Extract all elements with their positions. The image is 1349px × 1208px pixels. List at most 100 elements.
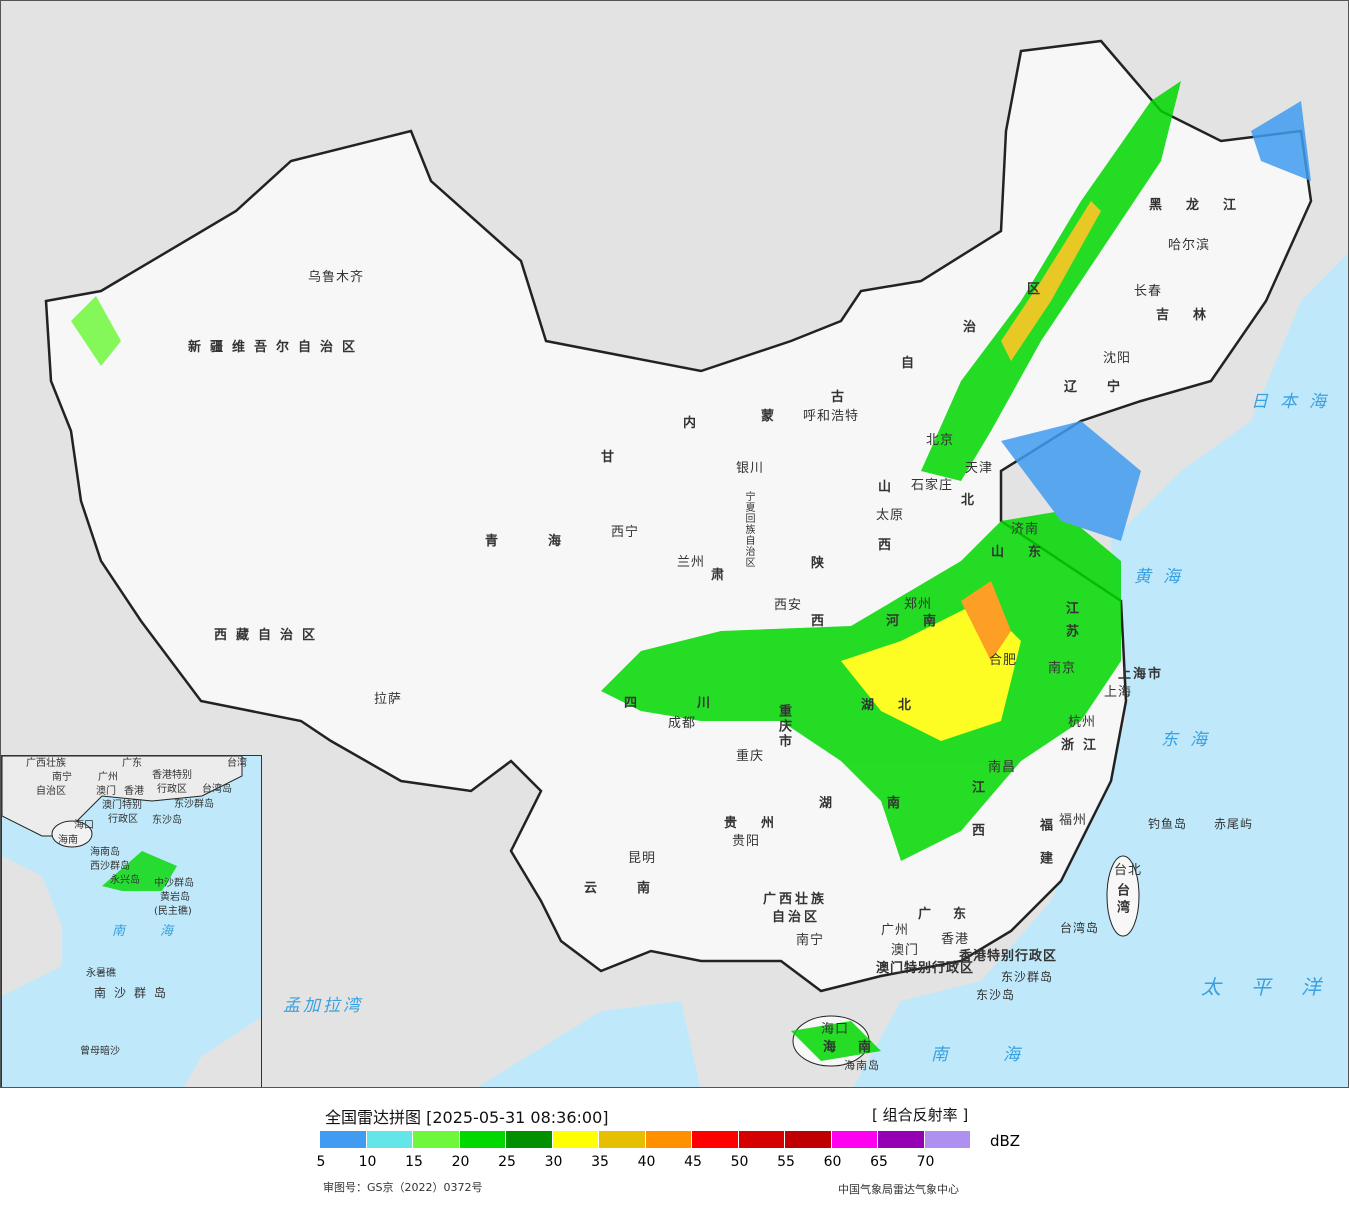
echo-xinjiang [71,296,121,366]
label-guiyang: 贵阳 [732,834,761,849]
tick-label: 65 [870,1154,888,1170]
taiwan-island [1106,855,1140,937]
label-taiyuan: 太原 [876,508,905,523]
label-fujian: 福建 [1037,818,1052,884]
label-jiangsu: 江苏 [1063,601,1078,647]
inset-label-huangyan: 黄岩岛 [160,892,190,903]
color-swatch [599,1131,646,1148]
label-east-china-sea: 东海 [1161,730,1219,750]
label-hongkong: 香港 [941,932,970,947]
map-approval-number: 审图号：GS京（2022）0372号 [323,1181,483,1194]
label-guangzhou: 广州 [881,923,910,938]
label-shaan: 陕 [811,556,834,571]
inset-label-yongshu: 永暑礁 [86,968,116,979]
inset-label-hainan: 海南 [58,835,78,846]
label-shanghai-city: 上海市 [1118,667,1164,682]
label-beijing: 北京 [926,433,955,448]
echo-northeast-core [1001,201,1101,361]
label-fuzhou: 福州 [1059,813,1088,828]
inset-label-guangdong: 广东 [122,758,142,769]
label-changchun: 长春 [1134,284,1163,299]
inset-label-macau-sar: 澳门特别 [102,800,142,811]
inset-label-hainan-island: 海南岛 [90,847,120,858]
color-swatch [785,1131,832,1148]
label-harbin: 哈尔滨 [1168,238,1211,253]
label-macau-sar: 澳门特别行政区 [876,961,975,976]
organization-credit: 中国气象局雷达气象中心 [838,1183,959,1196]
inset-label-haikou: 海口 [74,820,94,831]
label-chengdu: 成都 [668,716,697,731]
label-shandong: 山东 [991,545,1066,560]
label-henan: 河南 [886,614,961,629]
label-gu: 古 [831,390,854,405]
label-xinjiang: 新疆维吾尔自治区 [188,340,365,355]
legend-title: 全国雷达拼图 [2025-05-31 08:36:00] [325,1108,609,1127]
echo-northeast-edge [1251,101,1311,181]
inset-label-hksar: 香港特别 [152,770,192,781]
inset-graphics [2,756,261,1087]
label-zhi: 治 [963,320,986,335]
label-taipei: 台北 [1114,863,1143,878]
inset-label-taiwan-island: 台湾岛 [202,784,232,795]
radar-map[interactable]: 新疆维吾尔自治区 乌鲁木齐 西藏自治区 拉萨 青海 西宁 甘 兰州 肃 内 蒙 … [0,0,1349,1088]
label-yunnan: 云南 [584,881,691,896]
label-hainan-island: 海南岛 [844,1059,880,1072]
inset-label-hksar-2: 行政区 [157,784,187,795]
label-yinchuan: 银川 [736,461,765,476]
label-ningxia: 宁夏回族自治区 [743,491,754,568]
legend-panel: 全国雷达拼图 [2025-05-31 08:36:00] [ 组合反射率 ] d… [0,1088,1349,1208]
label-bay-of-bengal: 孟加拉湾 [283,996,363,1016]
label-chiwei-islet: 赤尾屿 [1214,817,1254,831]
label-jiangxi: 江西 [969,780,984,866]
unit-label: dBZ [990,1132,1021,1150]
inset-label-macau: 澳门 [96,786,116,797]
tick-label: 50 [730,1154,749,1170]
label-nanchang: 南昌 [988,760,1017,775]
label-macau: 澳门 [891,943,920,958]
echo-hainan [791,1021,881,1061]
inset-west-land [2,856,62,996]
label-lhasa: 拉萨 [374,692,403,707]
label-hksar: 香港特别行政区 [959,949,1058,964]
label-nanning: 南宁 [796,933,825,948]
label-tianjin: 天津 [965,461,994,476]
product-name: [ 组合反射率 ] [872,1106,969,1124]
color-swatch [459,1131,506,1148]
label-xian: 西安 [774,598,803,613]
inset-label-yongxing: 永兴岛 [110,875,140,886]
label-haikou: 海口 [821,1022,850,1037]
tick-label: 40 [637,1154,656,1170]
tick-label: 60 [823,1154,842,1170]
label-taiwan-island: 台湾岛 [1060,921,1100,935]
label-diaoyu-island: 钓鱼岛 [1148,817,1188,831]
tick-label: 55 [777,1154,795,1170]
inset-label-guangzhou: 广州 [98,772,118,783]
map-graphics [1,1,1348,1087]
color-swatch [738,1131,785,1148]
label-jilin: 吉林 [1156,308,1231,323]
label-shanxi-xi: 西 [878,538,901,553]
label-su: 肃 [711,568,734,583]
label-sichuan: 四川 [624,696,771,711]
color-swatch [924,1131,971,1148]
echo-light [1001,421,1141,541]
echo-moderate [841,601,1021,741]
label-nei: 内 [683,416,706,431]
label-qinghai: 青海 [485,534,612,549]
label-yellow-sea: 黄海 [1134,567,1192,587]
inset-echo [102,851,177,891]
label-heilongjiang: 黑龙江 [1149,198,1261,213]
label-chongqing-city: 重庆市 [776,704,791,749]
label-hubei: 湖北 [861,698,936,713]
label-chongqing: 重庆 [736,749,765,764]
label-guizhou: 贵州 [724,816,799,831]
label-taiwan: 台湾 [1114,883,1129,917]
inset-label-nanning: 南宁 [52,772,72,783]
label-shijiazhuang: 石家庄 [911,478,954,493]
label-hainan: 海南 [823,1040,894,1055]
color-scale-bar [320,1131,971,1148]
tick-label: 70 [916,1154,935,1170]
label-hefei: 合肥 [989,653,1018,668]
inset-label-xisha: 西沙群岛 [90,861,130,872]
label-shanghai: 上海 [1104,685,1133,700]
